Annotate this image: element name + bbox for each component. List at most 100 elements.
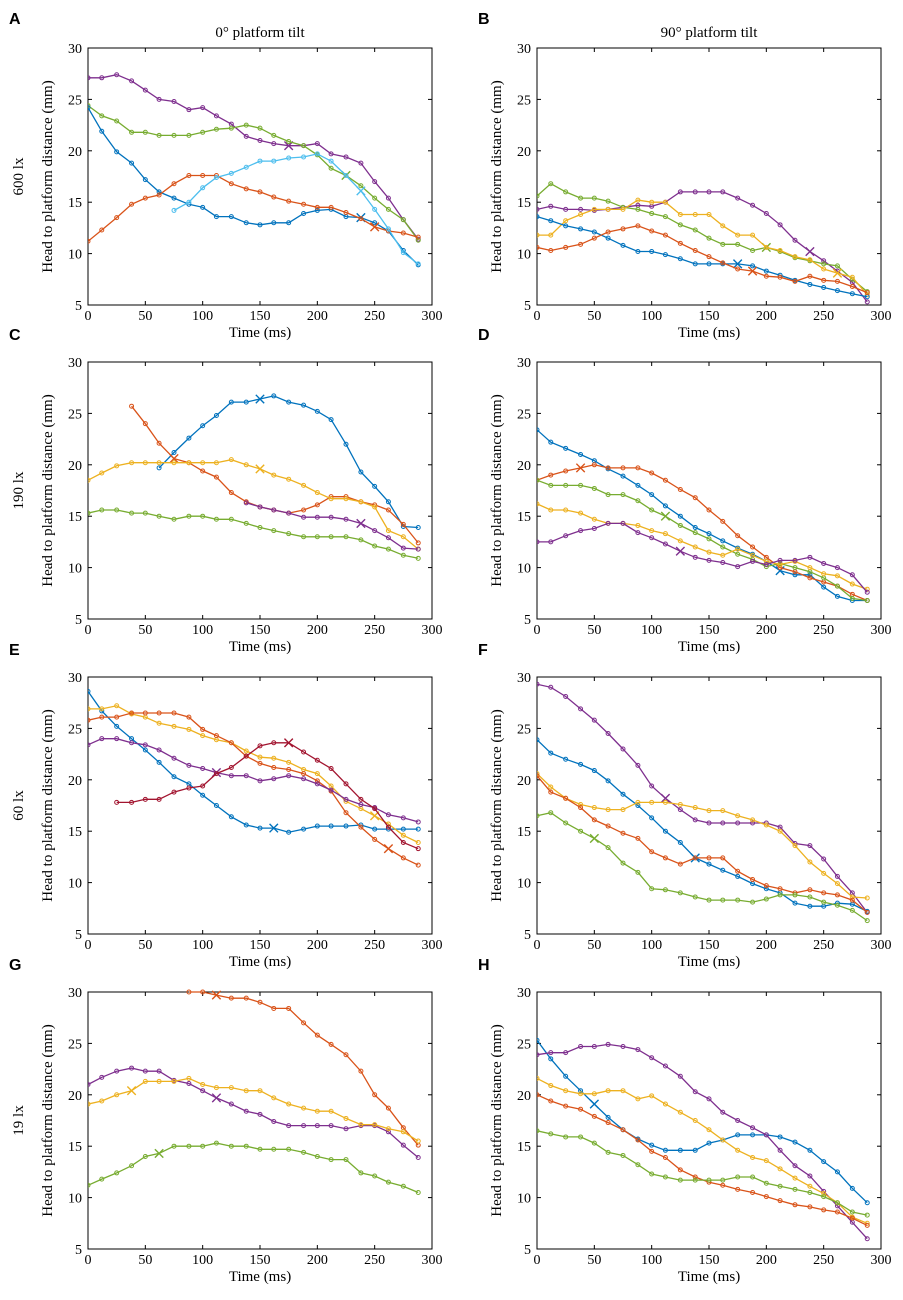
data-point	[777, 557, 783, 563]
data-point	[750, 1125, 756, 1131]
data-point	[635, 803, 641, 808]
data-point	[635, 522, 641, 528]
data-point	[415, 819, 421, 825]
data-point	[763, 896, 769, 902]
data-point	[358, 469, 364, 475]
data-point	[605, 206, 611, 212]
data-point	[99, 706, 105, 712]
data-point	[763, 244, 769, 250]
data-point	[213, 126, 219, 132]
data-point	[88, 1182, 91, 1188]
y-tick-label: 25	[68, 722, 82, 737]
series-yellow	[88, 703, 421, 846]
cross-marker	[211, 990, 222, 1000]
series-yellow	[537, 771, 870, 901]
data-point	[88, 706, 91, 712]
data-point	[213, 1140, 219, 1146]
data-point	[706, 189, 712, 195]
x-tick-label: 200	[756, 623, 777, 638]
data-point	[720, 820, 726, 826]
data-point	[156, 96, 162, 102]
data-point	[171, 755, 177, 761]
data-point	[114, 1068, 120, 1074]
data-point	[385, 507, 391, 513]
cross-marker	[255, 464, 265, 474]
x-tick-label: 0	[534, 1253, 541, 1268]
data-point	[301, 1123, 307, 1129]
data-point	[720, 867, 726, 873]
data-point	[605, 520, 611, 526]
x-tick-label: 250	[364, 938, 385, 953]
data-point	[864, 909, 870, 915]
data-point	[662, 1147, 668, 1153]
data-point	[807, 273, 813, 279]
panel-F: F 0 50 100 150 200 250 300 5 10 15 20 25 30 Time (ms) H…	[478, 642, 892, 970]
data-point	[662, 232, 668, 238]
series-line	[537, 503, 868, 590]
data-point	[677, 222, 683, 228]
data-point	[99, 507, 105, 513]
data-point	[537, 427, 540, 433]
data-point	[171, 774, 177, 780]
x-axis-label: Time (ms)	[229, 325, 291, 341]
data-point	[548, 789, 554, 795]
data-point	[257, 825, 263, 831]
x-tick-label: 200	[756, 309, 777, 324]
x-tick-label: 100	[641, 309, 662, 324]
data-point	[620, 1088, 626, 1094]
data-point	[385, 1179, 391, 1185]
data-point	[88, 688, 91, 694]
data-point	[834, 583, 840, 589]
data-point	[834, 1209, 840, 1215]
data-point	[129, 129, 135, 135]
data-point	[228, 1085, 234, 1091]
data-point	[578, 206, 584, 212]
data-point	[243, 122, 249, 128]
data-point	[635, 1047, 641, 1053]
data-point	[114, 736, 120, 742]
data-point	[578, 1043, 584, 1049]
series-line	[537, 1130, 868, 1216]
cross-marker	[283, 738, 294, 748]
y-tick-label: 25	[68, 93, 82, 108]
series-line	[188, 991, 419, 1146]
data-point	[186, 762, 192, 768]
data-point	[415, 1138, 421, 1144]
data-point	[620, 492, 626, 498]
series-yellow	[537, 1075, 870, 1226]
x-tick-label: 200	[756, 938, 777, 953]
data-point	[156, 796, 162, 802]
y-tick-label: 30	[517, 356, 531, 371]
y-tick-label: 25	[68, 1037, 82, 1052]
data-point	[372, 528, 378, 534]
data-point	[537, 737, 540, 743]
data-point	[385, 546, 391, 552]
data-point	[358, 183, 364, 189]
data-point	[129, 403, 135, 409]
data-point	[415, 862, 421, 868]
data-point	[99, 1176, 105, 1182]
data-point	[750, 817, 756, 823]
data-point	[171, 449, 177, 455]
data-point	[99, 113, 105, 119]
data-point	[591, 516, 597, 522]
data-point	[301, 402, 307, 408]
data-point	[213, 1085, 219, 1091]
series-orange	[537, 462, 870, 603]
data-point	[415, 1189, 421, 1195]
data-point	[692, 1177, 698, 1183]
data-point	[763, 268, 769, 274]
data-point	[200, 105, 206, 111]
data-point	[635, 530, 641, 536]
data-point	[171, 1078, 177, 1084]
cross-marker	[356, 186, 366, 196]
data-point	[314, 1123, 320, 1129]
data-point	[114, 1170, 120, 1176]
data-point	[257, 778, 263, 784]
data-point	[649, 1171, 655, 1177]
data-point	[821, 258, 827, 264]
data-point	[286, 759, 292, 765]
data-point	[777, 1198, 783, 1204]
series-purple	[537, 1041, 870, 1242]
x-tick-label: 100	[641, 623, 662, 638]
